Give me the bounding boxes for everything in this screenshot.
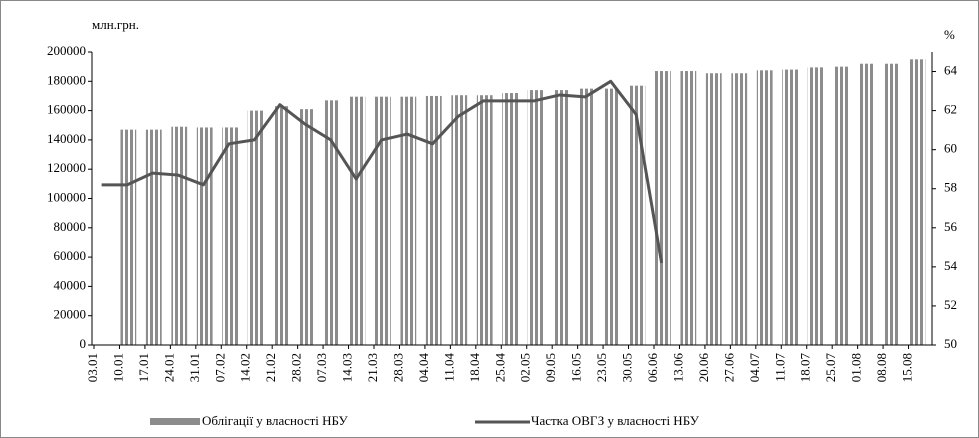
bar [502, 93, 519, 346]
bar [680, 71, 697, 346]
x-tick-label: 25.07 [823, 353, 838, 383]
bar [731, 73, 748, 346]
y-tick-label: 20000 [54, 307, 87, 322]
x-tick-label: 28.03 [390, 353, 405, 382]
bar [400, 96, 417, 346]
y2-tick-label: 56 [944, 219, 958, 234]
x-tick-label: 14.02 [238, 353, 253, 382]
y2-axis-label: % [944, 27, 955, 42]
y-tick-label: 160000 [47, 102, 86, 117]
y-tick-label: 40000 [54, 277, 87, 292]
x-tick-label: 01.08 [849, 353, 864, 382]
bar [705, 73, 722, 346]
x-tick-label: 30.05 [620, 353, 635, 382]
x-tick-label: 14.03 [340, 353, 355, 382]
legend-label: Частка ОВГЗ у власності НБУ [531, 413, 700, 428]
x-tick-label: 07.02 [212, 353, 227, 382]
y2-tick-label: 62 [944, 102, 957, 117]
x-tick-label: 09.05 [543, 353, 558, 382]
x-tick-label: 13.06 [670, 353, 685, 383]
x-tick-label: 20.06 [696, 353, 711, 383]
x-tick-label: 17.01 [136, 353, 151, 382]
y-axis-label: млн.грн. [92, 17, 139, 32]
bar [298, 109, 315, 345]
bar [884, 63, 900, 345]
bar [833, 66, 849, 346]
x-tick-label: 06.06 [645, 353, 660, 383]
x-tick-label: 18.07 [798, 353, 813, 383]
legend-label: Облігації у власності НБУ [202, 413, 349, 428]
bar [756, 70, 773, 345]
bar [273, 106, 289, 345]
bar [375, 96, 391, 346]
x-tick-label: 21.03 [365, 353, 380, 382]
x-tick-label: 11.04 [441, 353, 456, 382]
x-tick-label: 11.07 [772, 353, 787, 382]
bar [782, 69, 799, 345]
bar [553, 90, 569, 345]
x-tick-label: 07.03 [314, 353, 329, 382]
x-tick-label: 27.06 [721, 353, 736, 383]
bar [527, 90, 544, 345]
legend: Облігації у власності НБУ Частка ОВГЗ у … [150, 413, 700, 428]
bar [324, 100, 340, 345]
y2-tick-label: 64 [944, 63, 958, 78]
bar [807, 67, 824, 345]
y-tick-label: 120000 [47, 160, 86, 175]
x-tick-label: 16.05 [569, 353, 584, 382]
bar [349, 96, 366, 346]
bar [578, 88, 595, 345]
x-tick-label: 04.07 [747, 353, 762, 383]
y2-tick-label: 58 [944, 180, 957, 195]
bar [196, 127, 213, 345]
x-tick-label: 25.04 [492, 352, 507, 382]
y2-tick-label: 52 [944, 297, 957, 312]
y-tick-label: 140000 [47, 131, 86, 146]
bar [145, 129, 162, 345]
y-tick-label: 100000 [47, 189, 86, 204]
x-tick-label: 28.02 [289, 353, 304, 382]
y-tick-label: 80000 [54, 219, 87, 234]
legend-swatch [150, 418, 200, 425]
x-tick-label: 15.08 [900, 353, 915, 382]
y-tick-label: 60000 [54, 248, 87, 263]
y-tick-label: 0 [80, 336, 87, 351]
line [101, 79, 664, 264]
x-tick-label: 02.05 [518, 353, 533, 382]
y2-tick-label: 60 [944, 141, 957, 156]
bar [222, 127, 239, 345]
bar [120, 129, 137, 345]
y2-tick-label: 50 [944, 336, 957, 351]
x-tick-label: 18.04 [467, 353, 482, 383]
bar [858, 63, 875, 345]
x-tick-label: 04.04 [416, 353, 431, 383]
bar [171, 126, 188, 345]
bar [476, 95, 493, 345]
bar [604, 88, 620, 345]
x-tick-label: 08.08 [874, 353, 889, 382]
x-tick-label: 03.01 [85, 353, 100, 382]
bar [655, 71, 671, 346]
x-tick-label: 23.05 [594, 353, 609, 382]
y-tick-label: 200000 [47, 43, 86, 58]
bar [909, 59, 926, 345]
x-tick-label: 10.01 [110, 353, 125, 382]
bar [247, 110, 264, 345]
x-tick-label: 31.01 [187, 353, 202, 382]
bar [425, 95, 442, 345]
x-tick-label: 24.01 [161, 353, 176, 382]
y2-tick-label: 54 [944, 258, 958, 273]
x-tick-label: 21.02 [263, 353, 278, 382]
y-tick-label: 180000 [47, 72, 86, 87]
bar [451, 95, 468, 345]
